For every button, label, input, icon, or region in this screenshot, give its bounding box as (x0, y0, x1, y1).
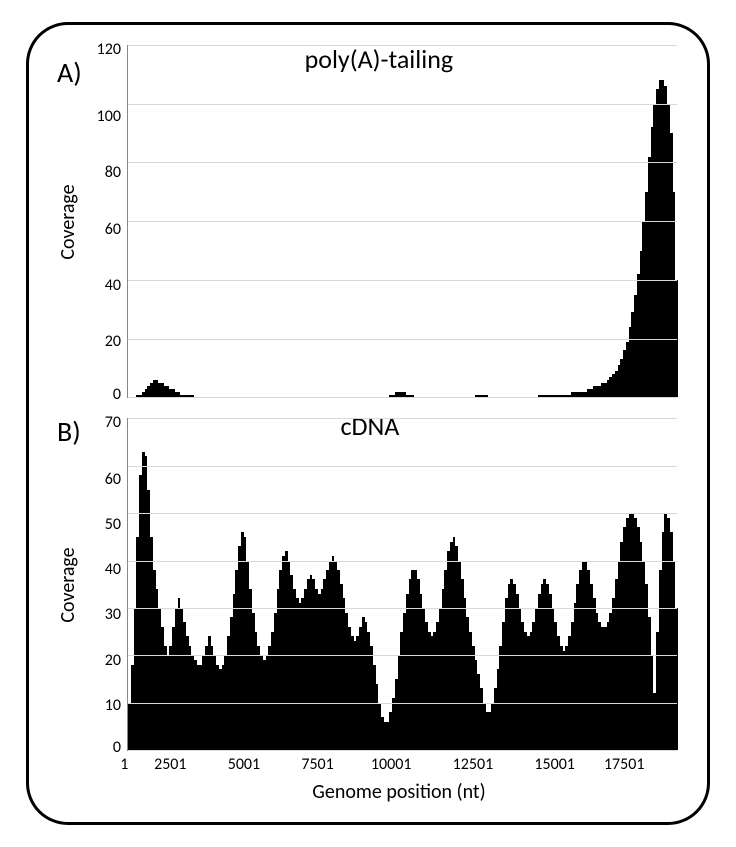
ytick: 120 (97, 42, 121, 58)
ytick: 10 (105, 698, 121, 714)
panel-a-plot (127, 45, 677, 398)
ytick: 80 (105, 165, 121, 181)
panel-b-plot (127, 418, 677, 751)
gridline (128, 45, 677, 46)
ytick: 100 (97, 109, 121, 125)
gridline (128, 466, 677, 467)
ytick: 70 (105, 415, 121, 431)
xtick: 12501 (453, 755, 494, 774)
panel-a: A) poly(A)-tailing Coverage 120100806040… (51, 37, 677, 398)
ytick: 20 (105, 334, 121, 350)
gridline (128, 513, 677, 514)
gridline (128, 655, 677, 656)
panel-a-yticks: 120100806040200 (85, 45, 127, 398)
figure-frame: A) poly(A)-tailing Coverage 120100806040… (0, 0, 736, 847)
ytick: 0 (113, 387, 121, 403)
panel-b: B) cDNA Coverage 706050403020100 1250150… (51, 412, 677, 804)
xtick: 10001 (371, 755, 412, 774)
ytick: 40 (105, 562, 121, 578)
gridline (128, 397, 677, 398)
gridline (128, 750, 677, 751)
ytick: 60 (105, 222, 121, 238)
xtick: 15001 (534, 755, 575, 774)
ytick: 0 (113, 740, 121, 756)
ytick: 40 (105, 278, 121, 294)
xtick: 2501 (154, 755, 186, 774)
gridline (128, 561, 677, 562)
gridline (128, 280, 677, 281)
ytick: 50 (105, 517, 121, 533)
panel-b-yticks: 706050403020100 (85, 418, 127, 751)
ytick: 20 (105, 653, 121, 669)
xlabel: Genome position (nt) (121, 780, 677, 804)
coverage-bar (675, 608, 678, 750)
gridline (128, 703, 677, 704)
panel-a-ylabel: Coverage (56, 184, 80, 259)
xtick: 5001 (228, 755, 260, 774)
gridline (128, 339, 677, 340)
ytick: 60 (105, 472, 121, 488)
gridline (128, 104, 677, 105)
figure-border: A) poly(A)-tailing Coverage 120100806040… (26, 22, 710, 825)
gridline (128, 418, 677, 419)
gridline (128, 221, 677, 222)
xtick: 1 (120, 755, 128, 774)
gridline (128, 162, 677, 163)
xticks: 125015001750110001125011500117501 (121, 751, 677, 774)
panel-b-ylabel: Coverage (56, 547, 80, 622)
panel-b-bars (128, 418, 677, 750)
xtick: 17501 (604, 755, 645, 774)
xtick: 7501 (301, 755, 333, 774)
gridline (128, 608, 677, 609)
ytick: 30 (105, 607, 121, 623)
